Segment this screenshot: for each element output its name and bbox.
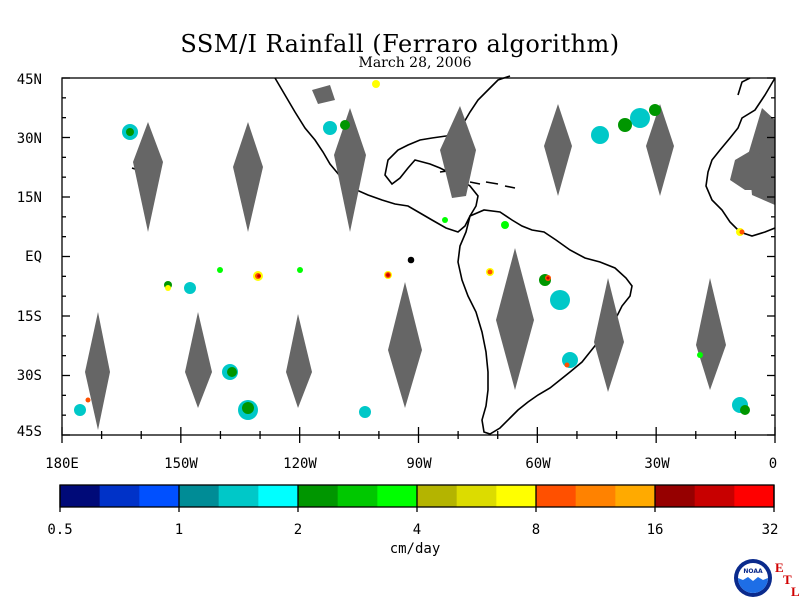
colorbar-swatch <box>536 485 577 507</box>
lon-label-120w: 120W <box>283 456 317 472</box>
colorbar-units: cm/day <box>389 541 441 557</box>
noaa-logo-icon: NOAA <box>734 559 772 597</box>
europe-coast <box>737 77 751 96</box>
lon-label-0: 0 <box>768 456 778 472</box>
colorbar-swatch <box>179 485 220 507</box>
lon-label-60w: 60W <box>525 456 551 472</box>
rainfall-features <box>74 80 750 420</box>
colorbar <box>59 484 775 512</box>
colorbar-swatch <box>258 485 299 507</box>
colorbar-swatch <box>734 485 775 507</box>
colorbar-label-0.5: 0.5 <box>47 522 73 538</box>
etl-letter-e: E <box>775 560 784 575</box>
colorbar-swatch <box>60 485 101 507</box>
lat-label-eq: EQ <box>25 249 42 265</box>
colorbar-swatch <box>377 485 418 507</box>
colorbar-swatch <box>139 485 180 507</box>
lon-label-180e: 180E <box>45 456 79 472</box>
lat-label-45n: 45N <box>16 72 42 88</box>
colorbar-swatch <box>615 485 656 507</box>
colorbar-swatch <box>694 485 735 507</box>
etl-letter-t: T <box>783 572 792 587</box>
colorbar-label-8: 8 <box>531 522 541 538</box>
colorbar-swatch <box>655 485 696 507</box>
south-america-coast <box>457 209 633 435</box>
colorbar-label-2: 2 <box>293 522 303 538</box>
colorbar-label-4: 4 <box>412 522 422 538</box>
orbit-gaps <box>85 85 775 430</box>
lat-label-30n: 30N <box>16 131 42 147</box>
colorbar-label-16: 16 <box>646 522 664 538</box>
lon-label-150w: 150W <box>164 456 198 472</box>
lat-label-45s: 45S <box>16 424 42 440</box>
lon-label-30w: 30W <box>644 456 670 472</box>
lat-label-30s: 30S <box>16 368 42 384</box>
colorbar-swatch <box>496 485 537 507</box>
colorbar-label-1: 1 <box>174 522 184 538</box>
lat-label-15n: 15N <box>16 190 42 206</box>
map-date: March 28, 2006 <box>358 55 472 71</box>
lat-label-15s: 15S <box>16 309 42 325</box>
map-title: SSM/I Rainfall (Ferraro algorithm) <box>180 30 620 58</box>
colorbar-swatch <box>99 485 140 507</box>
colorbar-swatch <box>417 485 458 507</box>
map-frame <box>61 77 776 443</box>
colorbar-swatch <box>575 485 616 507</box>
colorbar-swatch <box>218 485 259 507</box>
colorbar-swatch <box>337 485 378 507</box>
colorbar-swatch <box>298 485 339 507</box>
colorbar-swatch <box>456 485 497 507</box>
lon-label-90w: 90W <box>406 456 432 472</box>
noaa-logo-text: NOAA <box>743 568 763 575</box>
etl-letter-l: L <box>791 584 800 599</box>
colorbar-label-32: 32 <box>761 522 779 538</box>
